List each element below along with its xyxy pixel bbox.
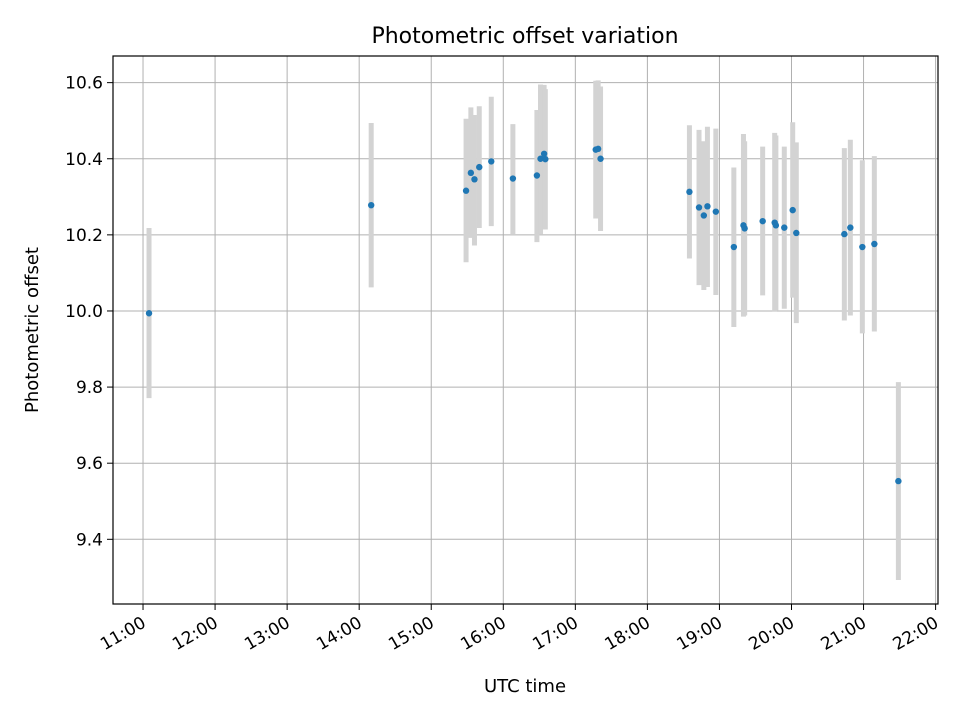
data-point [537,155,544,162]
data-point [488,158,495,165]
x-tick-label: 15:00 [385,613,437,655]
chart-title: Photometric offset variation [371,24,678,49]
data-point [793,229,800,237]
data-point [859,243,866,251]
x-tick-label: 13:00 [241,613,293,655]
x-tick-label: 14:00 [313,613,365,655]
data-points [145,145,902,485]
data-point [467,169,475,177]
grid-lines [113,56,938,604]
y-axis-ticks: 9.4 9.6 9.8 10.0 10.2 10.4 10.6 [65,74,113,550]
y-tick-label: 9.6 [76,454,103,474]
y-axis-label: Photometric offset [22,247,43,413]
data-point [686,188,693,196]
plot-frame [112,55,939,605]
x-tick-label: 18:00 [601,613,653,655]
x-tick-label: 11:00 [97,613,149,655]
data-point [542,155,549,163]
data-point [367,201,375,209]
x-axis-label: UTC time [484,676,566,697]
data-point [594,145,602,153]
data-point [781,224,788,231]
x-tick-label: 21:00 [818,613,870,655]
data-point [700,212,708,219]
data-point [789,206,796,214]
data-point [540,150,548,158]
data-point [759,217,766,225]
data-point [597,155,604,162]
y-tick-label: 10.2 [65,226,103,246]
data-point [476,163,483,171]
x-axis-ticks: 11:00 12:00 13:00 14:00 15:00 16:00 17:00 18:00… [97,604,942,655]
data-point [741,225,748,232]
y-tick-label: 9.8 [76,378,103,398]
data-point [847,224,854,231]
data-point [772,222,780,229]
data-point [712,208,720,215]
x-tick-label: 16:00 [457,613,509,655]
error-bars [146,80,901,581]
y-tick-label: 9.4 [76,530,103,550]
data-point [462,187,470,194]
x-tick-label: 22:00 [890,613,942,655]
y-tick-label: 10.0 [65,302,103,322]
x-tick-label: 12:00 [169,613,221,655]
y-tick-label: 10.4 [65,150,103,170]
data-point [533,172,541,179]
x-tick-label: 20:00 [746,613,798,655]
data-point [704,203,711,210]
data-point [695,204,703,211]
data-point [895,477,902,485]
x-tick-label: 17:00 [529,613,581,655]
data-point [871,240,878,248]
data-point [509,175,517,182]
x-tick-label: 19:00 [674,613,726,655]
data-point [841,230,848,238]
data-point [145,310,153,317]
y-tick-label: 10.6 [65,74,103,94]
data-point [730,243,738,251]
data-point [471,176,478,183]
